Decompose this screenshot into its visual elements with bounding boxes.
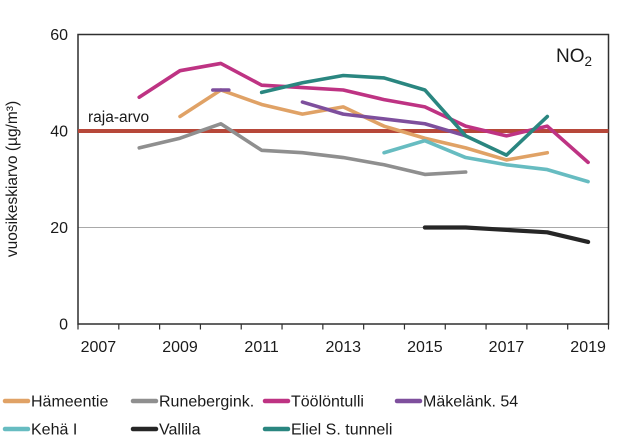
x-tick-label-2007: 2007 [81,339,117,356]
series-layer [137,61,591,245]
y-tick-label-40: 40 [50,124,68,141]
limit-value-label: raja-arvo [88,109,149,126]
legend-label-t-l-ntulli: Töölöntulli [291,394,364,411]
series-line-runebergink [137,121,468,177]
series-line-keh-i [382,138,590,184]
legend-label-m-kel-nk-54: Mäkelänk. 54 [423,394,518,411]
pollutant-annotation-base: NO [556,46,585,67]
x-tick-label-2017: 2017 [489,339,525,356]
pollutant-annotation: NO2 [556,46,592,69]
series-line-vallila [422,225,591,245]
legend-label-runebergink: Runebergink. [159,394,254,411]
x-tick-label-2019: 2019 [570,339,606,356]
y-axis-title: vuosikeskiarvo (µg/m³) [4,101,21,257]
pollutant-annotation-subscript: 2 [585,54,593,69]
legend-label-eliel-s-tunneli: Eliel S. tunneli [291,422,392,439]
y-tick-label-0: 0 [59,317,68,334]
axis-ticks-layer: 2007 2009 2011 2013 2015 2017 2019 0 20 40 60 [50,27,610,356]
x-tick-label-2009: 2009 [162,339,198,356]
x-tick-label-2011: 2011 [244,339,279,356]
x-tick-label-2013: 2013 [325,339,361,356]
plot-frame-layer [77,33,610,325]
series-line-eliel-s-tunneli [259,73,550,157]
y-tick-label-20: 20 [50,220,68,237]
series-line-t-l-ntulli [137,61,590,165]
legend: Hämeentie Runebergink. Töölöntulli Mäkelänk… [2,394,518,439]
legend-label-vallila: Vallila [159,422,201,439]
y-tick-label-60: 60 [50,27,68,44]
x-tick-label-2015: 2015 [407,339,443,356]
plot-frame [77,33,610,325]
legend-label-keh-i: Kehä I [31,422,77,439]
legend-label-h-meentie: Hämeentie [31,394,108,411]
gridlines-layer [78,130,609,228]
series-line-m-kel-nk-54 [300,100,468,138]
